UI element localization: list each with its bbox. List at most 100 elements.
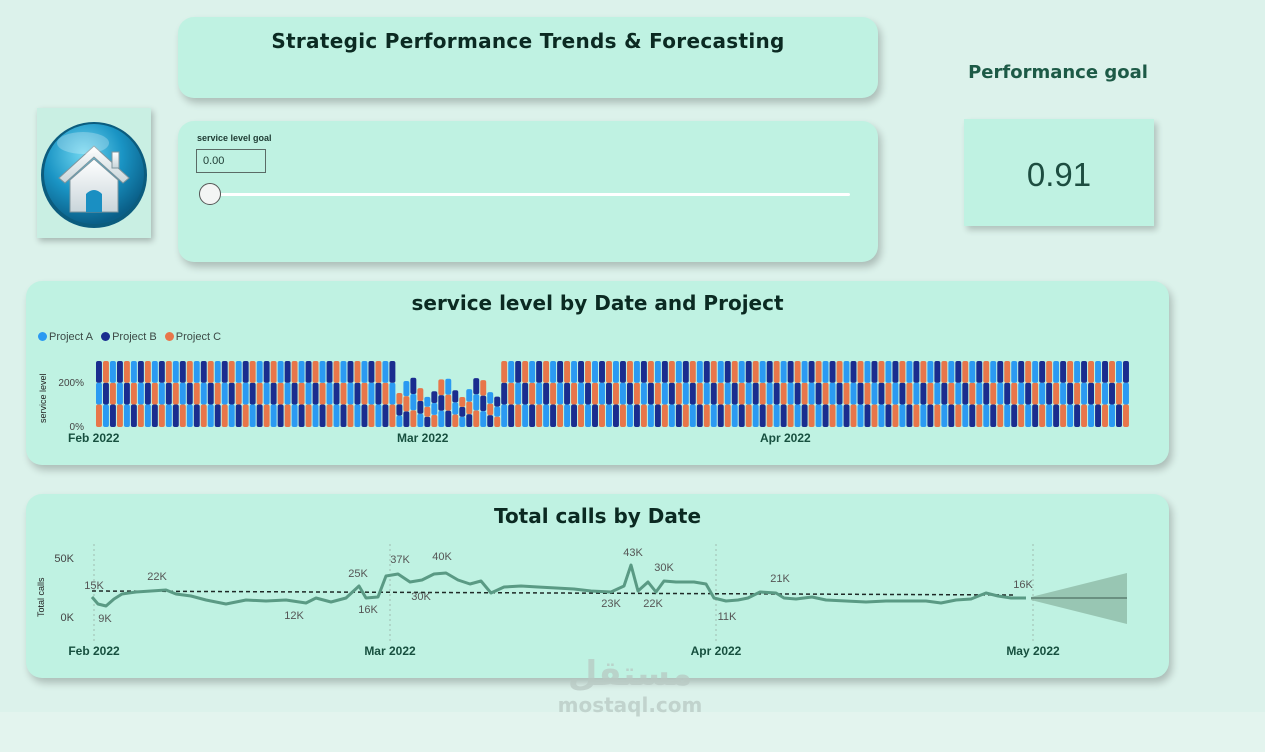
service-level-bar [438, 379, 445, 396]
service-level-bar [214, 361, 221, 383]
service-level-bar [305, 404, 312, 427]
service-level-bar [151, 382, 158, 405]
service-level-bar [1102, 361, 1108, 383]
total-calls-chart-title: Total calls by Date [493, 504, 702, 528]
service-level-bar [508, 382, 515, 405]
service-level-bar [550, 361, 557, 383]
slider-track[interactable] [210, 193, 850, 196]
service-level-bar [773, 361, 780, 383]
service-level-bar [717, 404, 724, 427]
service-level-bar [948, 361, 955, 383]
service-level-bar [599, 382, 605, 405]
service-level-bar [522, 382, 529, 405]
service-level-bar [221, 404, 228, 427]
slider-value-input[interactable] [196, 149, 266, 173]
total-calls-plot[interactable]: Total calls 50K 0K 15K 9K 22K 12K 25K 16K 37K 3… [26, 494, 1169, 678]
service-level-bar [312, 382, 319, 405]
service-level-bar [1081, 361, 1088, 383]
service-level-bar [151, 361, 158, 383]
service-level-bar [1018, 404, 1025, 427]
service-level-bar [843, 361, 850, 383]
service-level-bar [270, 404, 277, 427]
service-level-bar [242, 361, 249, 383]
service-level-bar [599, 361, 605, 383]
service-level-bar [172, 382, 179, 405]
service-level-bar [906, 361, 913, 383]
service-level-bar [193, 404, 200, 427]
service-level-bar [969, 361, 976, 383]
service-level-bar [962, 382, 969, 405]
service-level-bar [179, 382, 186, 405]
service-level-bar [962, 361, 969, 383]
service-level-bar [445, 394, 452, 411]
service-level-bar [333, 361, 340, 383]
service-level-bar [647, 361, 654, 383]
service-level-bar [745, 404, 752, 427]
service-level-bar [1067, 382, 1074, 405]
data-label: 43K [623, 547, 643, 559]
service-level-bar [892, 361, 899, 383]
service-level-bar [857, 361, 864, 383]
data-label: 12K [284, 610, 304, 622]
ytick-0: 0% [70, 422, 85, 433]
service-level-bar [1025, 361, 1032, 383]
service-level-bar [710, 382, 717, 405]
service-level-bar [305, 382, 312, 405]
service-level-bar [885, 382, 892, 405]
service-level-bar [585, 382, 591, 405]
service-level-bar [1116, 404, 1122, 427]
service-level-bar [1025, 382, 1032, 405]
service-level-bar [801, 404, 808, 427]
legend-item-project-b[interactable]: Project B [101, 331, 157, 343]
service-level-bar [640, 361, 647, 383]
service-level-bar [990, 361, 997, 383]
legend-item-project-a[interactable]: Project A [38, 331, 93, 343]
service-level-bar [249, 382, 256, 405]
home-button[interactable] [37, 108, 151, 238]
service-level-bar [794, 404, 801, 427]
service-level-bar [249, 361, 256, 383]
service-level-bar [731, 361, 738, 383]
service-level-bar [347, 361, 354, 383]
service-level-bar [144, 361, 151, 383]
service-level-plot[interactable]: service level 200% 0% Feb 2022 Mar 2022 … [26, 281, 1169, 465]
service-level-bar [850, 361, 857, 383]
service-level-bar [571, 361, 578, 383]
service-level-bar [710, 361, 717, 383]
service-level-bar [564, 404, 571, 427]
service-level-bar [396, 415, 403, 427]
service-level-bar [752, 382, 759, 405]
service-level-bar [557, 404, 564, 427]
service-level-bar [571, 404, 578, 427]
service-level-bar [144, 382, 151, 405]
service-level-bar [1074, 382, 1081, 405]
service-level-bar [626, 361, 633, 383]
service-level-bar [780, 382, 787, 405]
service-level-bar [137, 382, 144, 405]
service-level-bar [410, 377, 417, 394]
service-level-bar [1046, 361, 1053, 383]
service-level-bar [96, 361, 102, 383]
xtick-apr: Apr 2022 [691, 644, 742, 658]
service-level-bar [836, 382, 843, 405]
legend-item-project-c[interactable]: Project C [164, 331, 221, 343]
performance-goal-title: Performance goal [968, 62, 1148, 83]
service-level-bar [96, 382, 102, 405]
service-level-bar [592, 382, 598, 405]
service-level-bar [1018, 361, 1025, 383]
service-level-bar [172, 404, 179, 427]
service-level-bar [606, 404, 612, 427]
service-level-bar [619, 361, 626, 383]
service-level-bar [934, 404, 941, 427]
service-level-bar [864, 361, 871, 383]
service-level-bar [375, 404, 382, 427]
service-level-bar [361, 361, 368, 383]
service-level-bar [522, 404, 529, 427]
service-level-bar [724, 382, 731, 405]
service-level-bar [682, 361, 689, 383]
service-level-bar [333, 404, 340, 427]
service-level-bar [123, 404, 130, 427]
service-level-bar [417, 413, 424, 427]
slider-thumb[interactable] [199, 183, 221, 205]
service-level-bar [130, 382, 137, 405]
